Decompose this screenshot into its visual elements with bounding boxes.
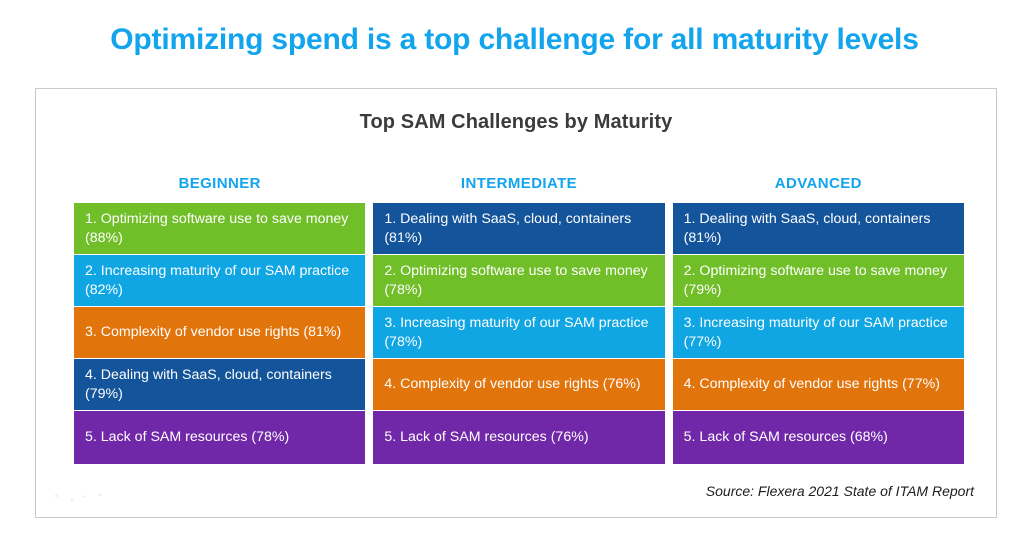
matrix-column-advanced: 1. Dealing with SaaS, cloud, containers …: [672, 203, 964, 464]
matrix-cell: 1. Dealing with SaaS, cloud, containers …: [672, 203, 964, 255]
maturity-matrix: BEGINNER INTERMEDIATE ADVANCED 1. Optimi…: [74, 175, 964, 464]
matrix-cell: 2. Optimizing software use to save money…: [672, 255, 964, 307]
matrix-cell: 1. Optimizing software use to save money…: [74, 203, 366, 255]
matrix-cell: 3. Increasing maturity of our SAM practi…: [373, 307, 665, 359]
source-note: Source: Flexera 2021 State of ITAM Repor…: [705, 483, 974, 499]
column-header-intermediate: INTERMEDIATE: [460, 175, 578, 192]
column-header-advanced: ADVANCED: [774, 175, 862, 192]
matrix-cell: 5. Lack of SAM resources (68%): [672, 411, 964, 464]
matrix-cell: 5. Lack of SAM resources (76%): [373, 411, 665, 464]
matrix-cell: 2. Optimizing software use to save money…: [373, 255, 665, 307]
matrix-cell: 3. Increasing maturity of our SAM practi…: [672, 307, 964, 359]
matrix-column-beginner: 1. Optimizing software use to save money…: [74, 203, 366, 464]
chart-title: Top SAM Challenges by Maturity: [359, 111, 673, 133]
matrix-cell: 1. Dealing with SaaS, cloud, containers …: [373, 203, 665, 255]
chart-panel: Top SAM Challenges by Maturity BEGINNER …: [35, 88, 997, 518]
matrix-column-intermediate: 1. Dealing with SaaS, cloud, containers …: [373, 203, 665, 464]
matrix-header-row: BEGINNER INTERMEDIATE ADVANCED: [74, 175, 964, 192]
column-header-beginner: BEGINNER: [178, 175, 261, 192]
matrix-cell: 4. Complexity of vendor use rights (76%): [373, 359, 665, 411]
matrix-cell: 3. Complexity of vendor use rights (81%): [74, 307, 366, 359]
matrix-cell: 4. Complexity of vendor use rights (77%): [672, 359, 964, 411]
watermark-artifact: [48, 487, 118, 503]
matrix-cell: 5. Lack of SAM resources (78%): [74, 411, 366, 464]
matrix-cell: 4. Dealing with SaaS, cloud, containers …: [74, 359, 366, 411]
matrix-body: 1. Optimizing software use to save money…: [74, 203, 964, 464]
matrix-cell: 2. Increasing maturity of our SAM practi…: [74, 255, 366, 307]
page-title: Optimizing spend is a top challenge for …: [110, 23, 919, 56]
